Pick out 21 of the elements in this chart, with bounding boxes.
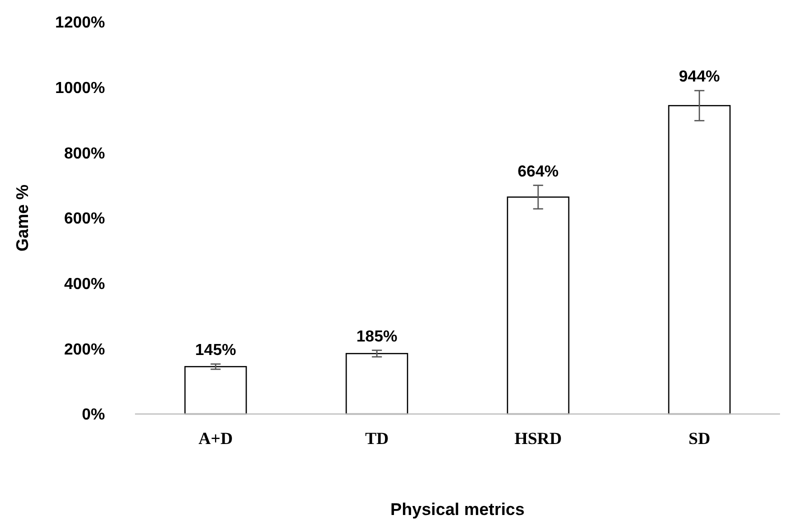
y-tick-label: 1000% bbox=[55, 80, 105, 97]
bar bbox=[506, 196, 570, 415]
bar bbox=[184, 366, 247, 415]
x-tick-label: HSRD bbox=[514, 429, 562, 448]
data-label: 664% bbox=[518, 163, 559, 180]
bar bbox=[346, 352, 408, 415]
y-tick-label: 0% bbox=[82, 406, 105, 424]
y-tick-label: 600% bbox=[64, 210, 105, 228]
y-axis-title: Game % bbox=[13, 184, 32, 252]
bar bbox=[668, 105, 731, 415]
y-tick-label: 400% bbox=[64, 276, 105, 293]
x-tick-label: SD bbox=[688, 429, 710, 448]
data-label: 944% bbox=[678, 68, 720, 86]
y-tick-label: 800% bbox=[64, 145, 105, 162]
data-label: 185% bbox=[356, 328, 398, 346]
x-tick-label: TD bbox=[365, 429, 389, 448]
data-label: 145% bbox=[195, 342, 236, 360]
x-axis-title: Physical metrics bbox=[390, 500, 525, 519]
x-tick-label: A+D bbox=[198, 429, 233, 448]
y-tick-label: 1200% bbox=[55, 14, 105, 32]
y-tick-label: 200% bbox=[64, 341, 105, 358]
